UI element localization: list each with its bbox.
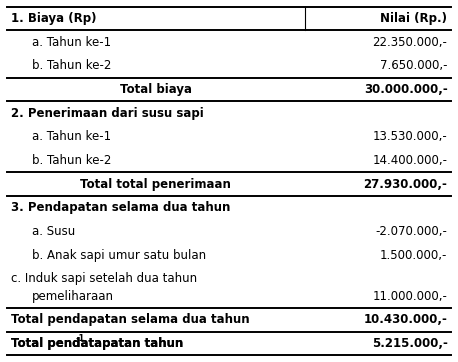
Text: 14.400.000,-: 14.400.000,- — [372, 154, 447, 167]
Text: b. Tahun ke-2: b. Tahun ke-2 — [32, 154, 111, 167]
Text: 30.000.000,-: 30.000.000,- — [364, 83, 447, 96]
Text: -1: -1 — [75, 334, 85, 343]
Text: 13.530.000,-: 13.530.000,- — [373, 130, 447, 143]
Text: 7.650.000,-: 7.650.000,- — [380, 59, 447, 72]
Text: 5.215.000,-: 5.215.000,- — [371, 337, 447, 350]
Text: Total total penerimaan: Total total penerimaan — [80, 177, 231, 190]
Text: 1. Biaya (Rp): 1. Biaya (Rp) — [11, 12, 97, 25]
Text: pemeliharaan: pemeliharaan — [32, 290, 114, 303]
Text: a. Tahun ke-1: a. Tahun ke-1 — [32, 130, 111, 143]
Text: -2.070.000,-: -2.070.000,- — [376, 225, 447, 238]
Text: Total biaya: Total biaya — [120, 83, 192, 96]
Text: Total pendatapatan tahun: Total pendatapatan tahun — [11, 337, 184, 350]
Text: 2. Penerimaan dari susu sapi: 2. Penerimaan dari susu sapi — [11, 106, 204, 119]
Text: b. Anak sapi umur satu bulan: b. Anak sapi umur satu bulan — [32, 249, 206, 262]
Text: 10.430.000,-: 10.430.000,- — [364, 313, 447, 327]
Text: Nilai (Rp.): Nilai (Rp.) — [381, 12, 447, 25]
Text: 27.930.000,-: 27.930.000,- — [364, 177, 447, 190]
Text: a. Tahun ke-1: a. Tahun ke-1 — [32, 35, 111, 49]
Text: 3. Pendapatan selama dua tahun: 3. Pendapatan selama dua tahun — [11, 201, 231, 214]
Text: b. Tahun ke-2: b. Tahun ke-2 — [32, 59, 111, 72]
Text: 11.000.000,-: 11.000.000,- — [373, 290, 447, 303]
Text: Total pendapatan selama dua tahun: Total pendapatan selama dua tahun — [11, 313, 250, 327]
Text: Total pendatapatan tahun: Total pendatapatan tahun — [11, 337, 184, 350]
Text: 1.500.000,-: 1.500.000,- — [380, 249, 447, 262]
Text: a. Susu: a. Susu — [32, 225, 75, 238]
Text: c. Induk sapi setelah dua tahun: c. Induk sapi setelah dua tahun — [11, 272, 197, 285]
Text: 22.350.000,-: 22.350.000,- — [373, 35, 447, 49]
